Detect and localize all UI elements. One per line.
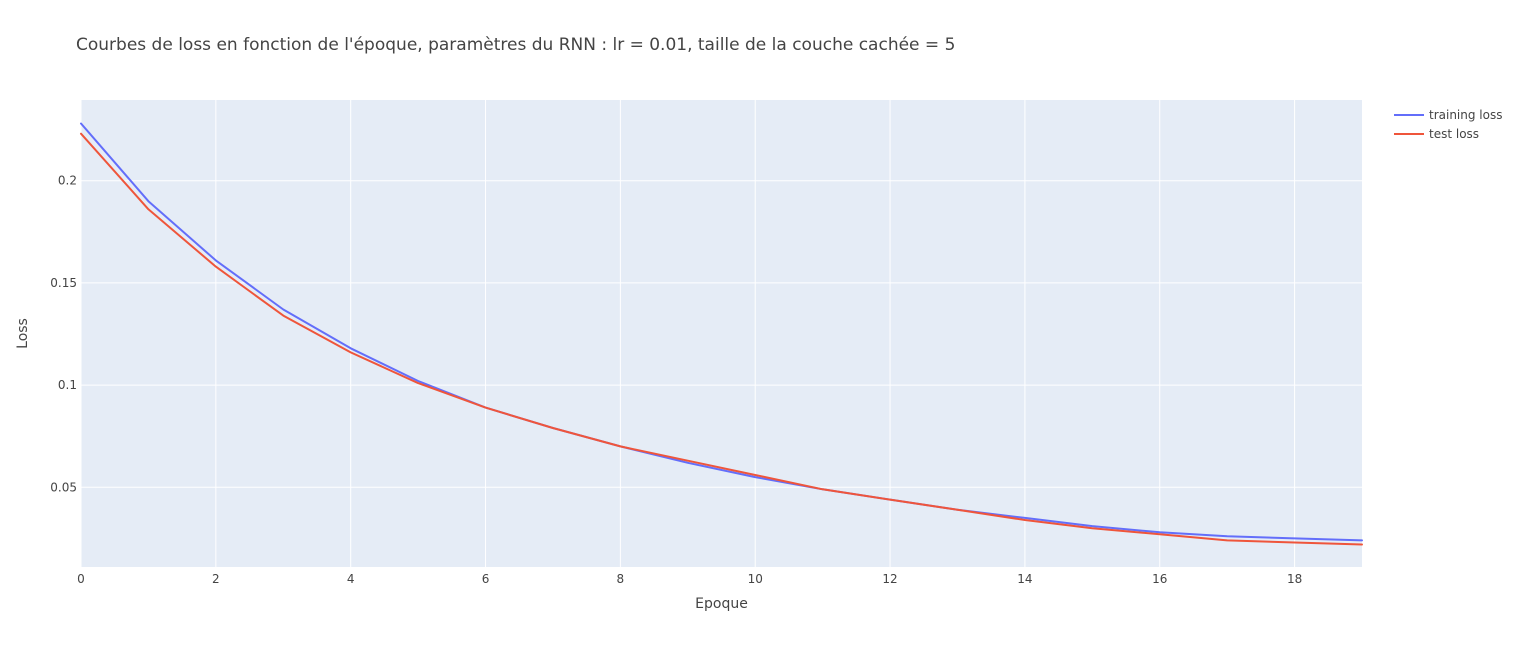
x-tick-label: 18 (1287, 572, 1302, 586)
chart-title: Courbes de loss en fonction de l'époque,… (76, 35, 955, 55)
y-tick-label: 0.05 (50, 480, 77, 494)
x-tick-label: 14 (1017, 572, 1032, 586)
legend[interactable]: training loss test loss (1394, 108, 1502, 141)
x-axis-title: Epoque (695, 596, 748, 612)
legend-label-training-loss: training loss (1429, 108, 1502, 122)
y-axis-title: Loss (15, 318, 31, 349)
y-tick-label: 0.2 (58, 174, 77, 188)
x-tick-label: 2 (212, 572, 220, 586)
x-tick-label: 6 (482, 572, 490, 586)
data-series (80, 122, 1363, 546)
series-line-test-loss (80, 132, 1363, 546)
x-tick-label: 10 (748, 572, 763, 586)
x-tick-label: 8 (617, 572, 625, 586)
axis-ticks: 0 2 4 6 8 10 12 14 16 18 0.05 0.1 0.15 0.2 (50, 174, 1302, 586)
y-tick-label: 0.1 (58, 378, 77, 392)
series-line-training-loss (80, 122, 1363, 542)
x-tick-label: 0 (77, 572, 85, 586)
y-tick-label: 0.15 (50, 276, 77, 290)
x-tick-label: 16 (1152, 572, 1167, 586)
x-tick-label: 12 (882, 572, 897, 586)
plot-area (81, 100, 1362, 567)
x-tick-label: 4 (347, 572, 355, 586)
legend-label-test-loss: test loss (1429, 127, 1479, 141)
grid-lines (80, 100, 1362, 567)
